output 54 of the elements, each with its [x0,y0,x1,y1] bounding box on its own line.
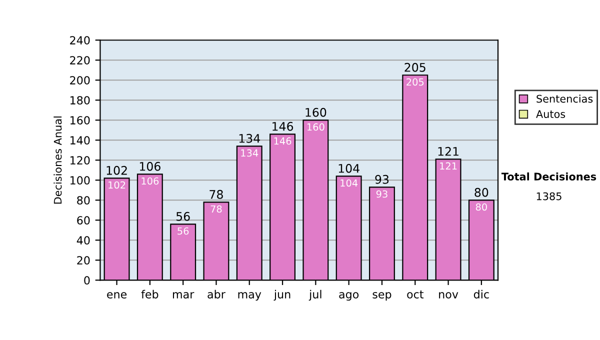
total-label: 93 [375,174,389,184]
data-label: 104 [340,179,358,187]
total-label: 205 [404,62,426,72]
y-tick-label: 120 [70,156,90,165]
data-label: 146 [274,137,292,145]
y-tick-label: 40 [76,236,90,245]
data-label: 205 [406,78,424,86]
y-tick-label: 20 [77,256,90,265]
y-tick-label: 160 [70,116,90,125]
x-tick-label: mar [172,292,194,298]
y-tick-label: 0 [84,276,90,285]
y-tick-label: 240 [70,36,90,44]
x-tick-label: nov [439,292,458,298]
total-label: 102 [106,166,127,175]
x-tick-label: may [238,292,262,301]
data-label: 80 [476,203,487,211]
data-label: 78 [210,205,222,213]
x-tick-label: jun [274,290,290,301]
y-tick-label: 140 [70,136,90,145]
total-label: 106 [140,162,160,171]
x-tick-label: feb [141,290,158,298]
total-label: 160 [306,108,326,117]
total-label: 146 [272,122,294,131]
total-label: 80 [474,188,488,197]
total-label: 121 [438,146,458,156]
x-tick-label: ene [107,292,127,298]
x-tick-label: dic [474,290,489,298]
x-tick-label: jul [308,290,322,301]
y-tick-label: 80 [77,196,90,205]
data-label: 160 [307,123,324,131]
data-label: 134 [241,149,258,157]
text: 1385 [536,192,562,200]
data-label: 121 [440,162,457,170]
x-tick-label: oct [407,290,424,298]
data-label: 93 [376,190,388,198]
text: Total Decisiones [501,172,596,180]
data-label: 102 [108,181,126,189]
x-tick-label: abr [208,290,226,298]
x-tick-label: sep [372,292,392,301]
legend-label: Sentencias [536,94,593,103]
y-tick-label: 100 [70,176,90,185]
total-label: 134 [239,134,260,143]
legend-label: Autos [536,110,566,118]
y-tick-label: 220 [70,56,90,65]
y-tick-label: 200 [70,76,90,85]
total-label: 78 [210,190,223,199]
total-label: 56 [176,212,190,221]
y-axis-title: Decisiones Anual [54,116,62,204]
data-label: 106 [142,177,159,185]
data-label: 56 [178,227,189,235]
total-label: 104 [338,164,360,173]
y-tick-label: 180 [70,96,90,105]
x-tick-label: ago [339,292,359,301]
y-tick-label: 60 [77,216,90,225]
